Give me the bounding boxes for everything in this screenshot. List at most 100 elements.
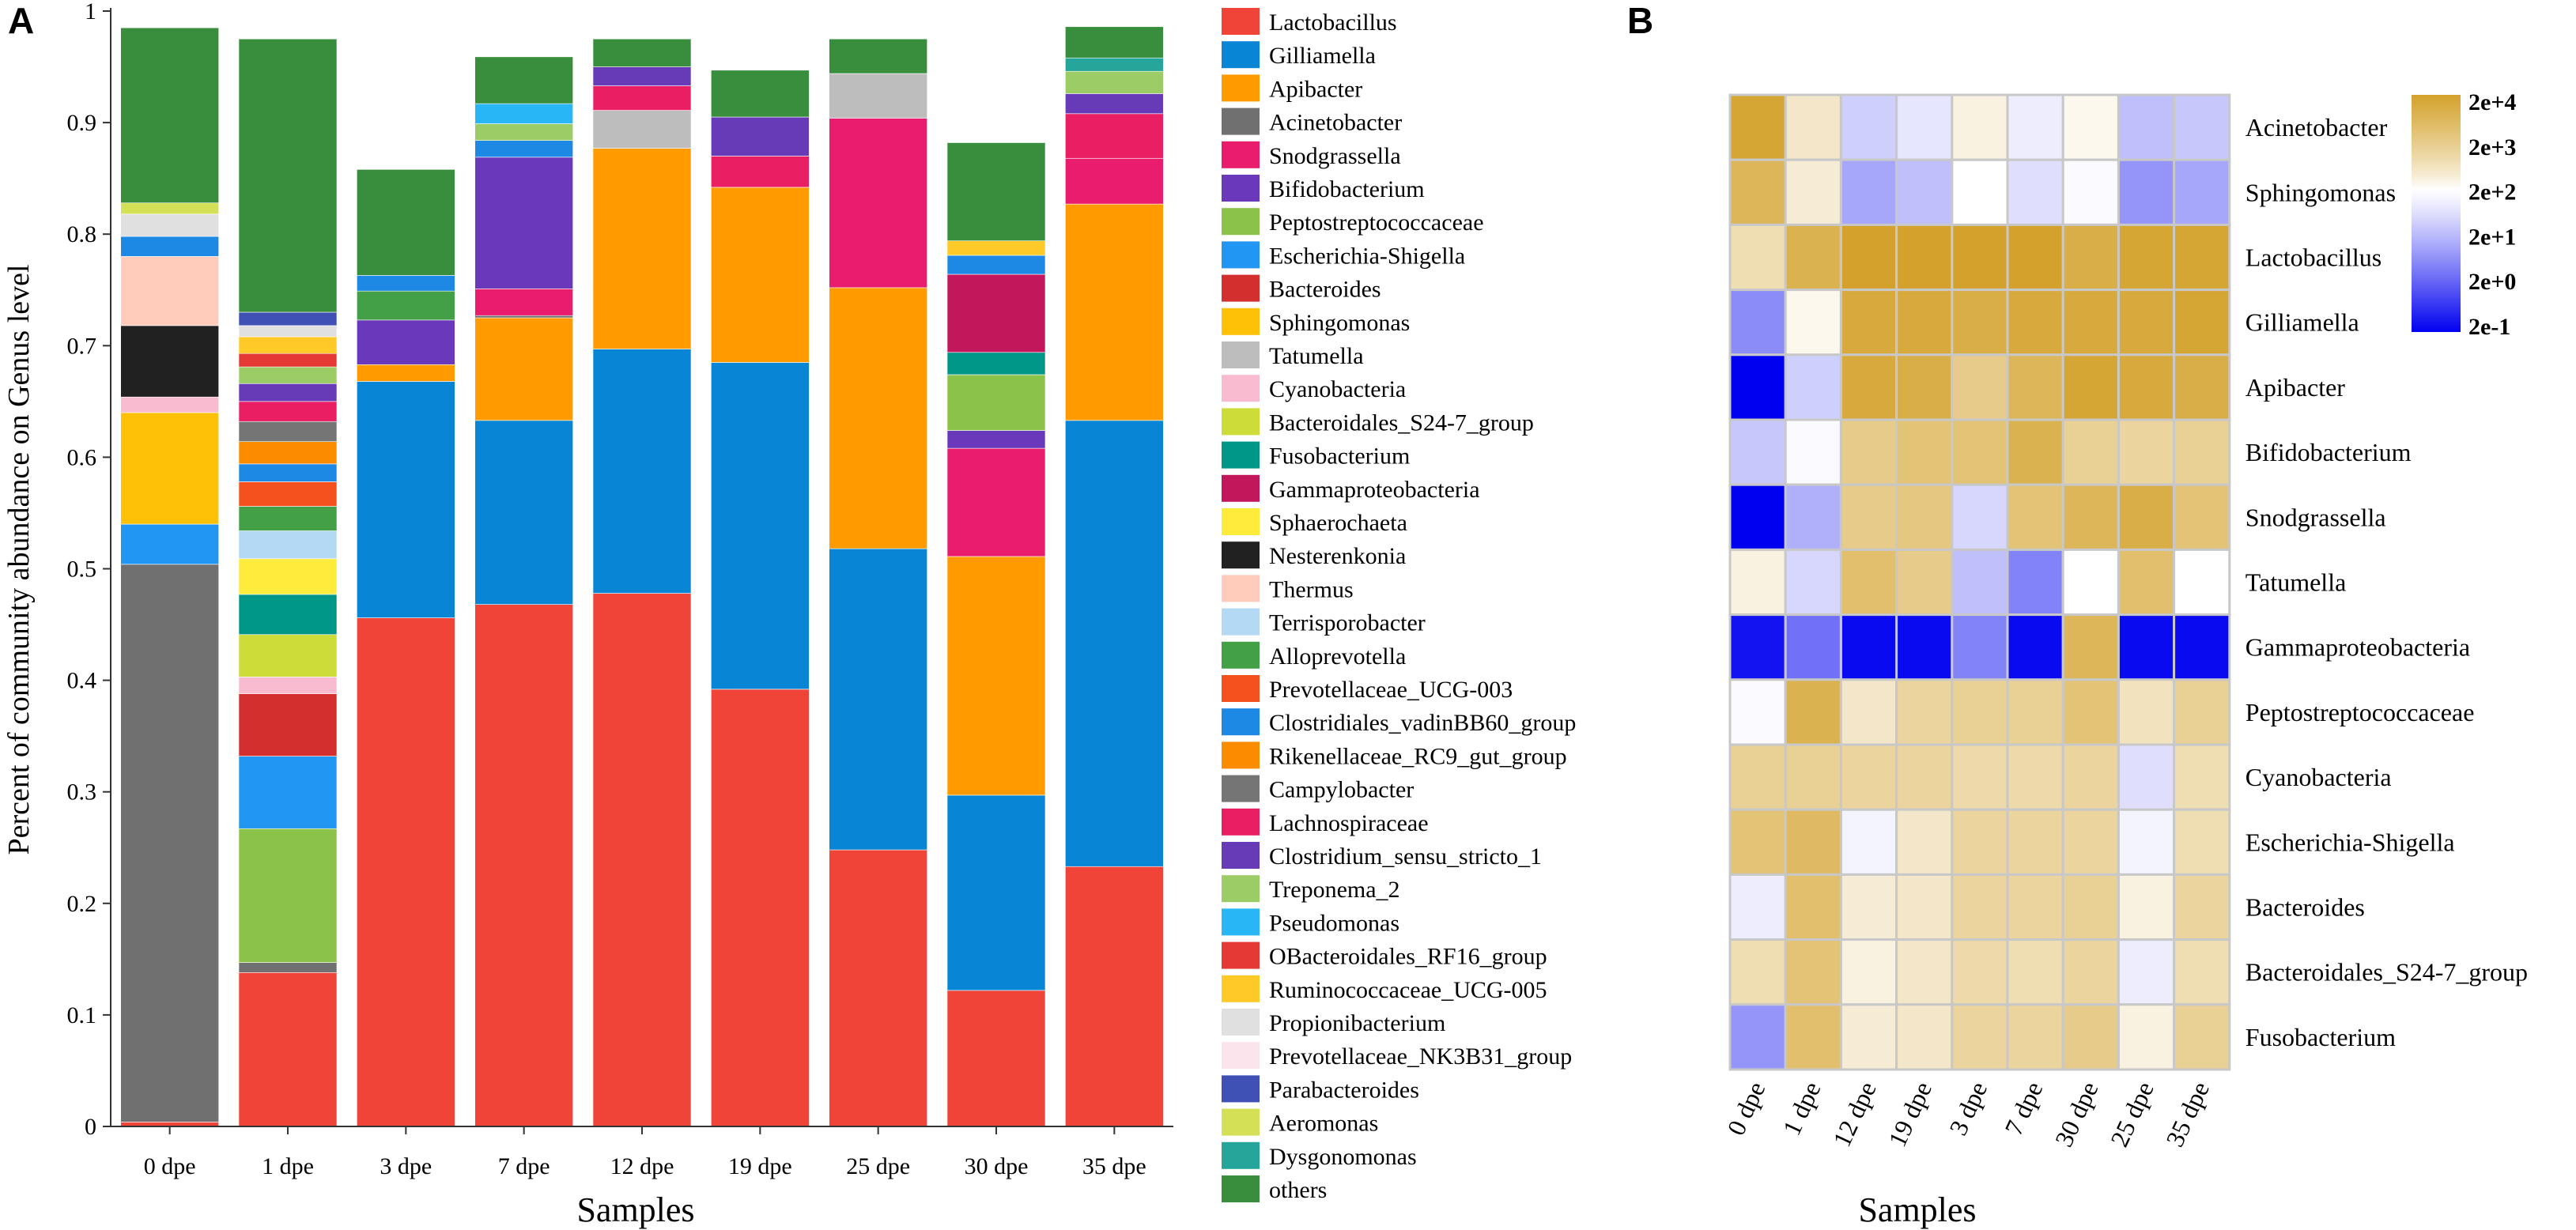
heatmap-row-label: Snodgrassella bbox=[2246, 503, 2386, 531]
bar-segment-bifidobacterium-3-dpe bbox=[357, 319, 455, 365]
bar-segment-pseudomonas-7-dpe bbox=[474, 103, 573, 124]
bar-segment-others-35-dpe bbox=[1065, 26, 1164, 58]
legend-label: Bacteroidales_S24-7_group bbox=[1269, 409, 1534, 436]
bar-segment-lactobacillus-30-dpe bbox=[946, 990, 1046, 1127]
heatmap-x-axis-label: Samples bbox=[1858, 1190, 1976, 1229]
heatmap-cells bbox=[1728, 93, 2231, 1071]
heatmap-cell-snodgrassella-0-dpe bbox=[1728, 483, 1787, 551]
bar-segment-lactobacillus-7-dpe bbox=[474, 604, 573, 1127]
bar-segment-apibacter-30-dpe bbox=[946, 556, 1046, 796]
heatmap-cell-gammaproteobacteria-12-dpe bbox=[1839, 613, 1898, 681]
legend-label: Prevotellaceae_UCG-003 bbox=[1269, 677, 1513, 703]
legend-swatch bbox=[1222, 708, 1260, 736]
bar-segment-snodgrassella-30-dpe bbox=[946, 447, 1046, 557]
bar-segment-cyanobacteria-1-dpe bbox=[238, 677, 338, 694]
bar-stacks bbox=[120, 26, 1164, 1127]
heatmap-cell-gammaproteobacteria-30-dpe bbox=[2061, 613, 2120, 681]
colorbar-label: 2e+2 bbox=[2468, 179, 2516, 206]
bar-segment-clostridiales-vadinbb60-group-7-dpe bbox=[474, 140, 573, 158]
bar-segment-apibacter-3-dpe bbox=[357, 364, 455, 382]
heatmap-cell-bacteroides-0-dpe bbox=[1728, 873, 1787, 941]
heatmap-cell-bacteroidales-s24-7-group-19-dpe bbox=[1895, 938, 1954, 1006]
heatmap-cell-tatumella-7-dpe bbox=[2006, 548, 2064, 617]
heatmap-cell-fusobacterium-1-dpe bbox=[1784, 1003, 1842, 1071]
heatmap-cell-escherichia-shigella-1-dpe bbox=[1784, 808, 1842, 876]
heatmap-cell-snodgrassella-12-dpe bbox=[1839, 483, 1898, 551]
legend-swatch bbox=[1222, 208, 1260, 236]
bar-segment-others-12-dpe bbox=[592, 38, 692, 67]
panel-b-label: B bbox=[1627, 0, 1653, 41]
y-tick-label: 1 bbox=[85, 0, 96, 25]
heatmap-cell-escherichia-shigella-12-dpe bbox=[1839, 808, 1898, 876]
heatmap-cell-bacteroidales-s24-7-group-25-dpe bbox=[2117, 938, 2176, 1006]
heatmap-cell-apibacter-0-dpe bbox=[1728, 353, 1787, 421]
heatmap-cell-lactobacillus-19-dpe bbox=[1895, 223, 1954, 292]
heatmap-cell-lactobacillus-1-dpe bbox=[1784, 223, 1842, 292]
legend-swatch bbox=[1222, 375, 1260, 402]
heatmap-cell-acinetobacter-3-dpe bbox=[1951, 93, 2009, 161]
heatmap-cell-sphingomonas-0-dpe bbox=[1728, 158, 1787, 226]
heatmap-cell-apibacter-25-dpe bbox=[2117, 353, 2176, 421]
heatmap-cell-gammaproteobacteria-1-dpe bbox=[1784, 613, 1842, 681]
legend-swatch bbox=[1222, 541, 1260, 569]
bar-segment-gilliamella-19-dpe bbox=[711, 362, 810, 690]
x-tick-label: 7 dpe bbox=[498, 1153, 550, 1179]
legend-label: Acinetobacter bbox=[1269, 110, 1402, 136]
legend-swatch bbox=[1222, 842, 1260, 869]
bar-segment-obacteroidales-rf16-group-1-dpe bbox=[238, 353, 338, 368]
heatmap-cell-tatumella-35-dpe bbox=[2173, 548, 2231, 617]
bar-segment-gilliamella-35-dpe bbox=[1065, 420, 1164, 867]
x-tick-label: 12 dpe bbox=[610, 1153, 674, 1179]
legend-label: Bacteroides bbox=[1269, 277, 1381, 303]
heatmap-cell-gammaproteobacteria-25-dpe bbox=[2117, 613, 2176, 681]
heatmap-cell-peptostreptococcaceae-3-dpe bbox=[1951, 678, 2009, 746]
y-tick-label: 0.9 bbox=[67, 110, 97, 136]
legend-swatch bbox=[1222, 274, 1260, 302]
panel-a-label: A bbox=[8, 0, 34, 41]
y-tick-label: 0.1 bbox=[67, 1002, 97, 1028]
legend-swatch bbox=[1222, 808, 1260, 836]
bar-segment-peptostreptococcaceae-30-dpe bbox=[946, 374, 1046, 431]
heatmap-row-label: Peptostreptococcaceae bbox=[2246, 698, 2475, 726]
heatmap-cell-cyanobacteria-30-dpe bbox=[2061, 743, 2120, 811]
bar-segment-others-7-dpe bbox=[474, 56, 573, 104]
heatmap-cell-acinetobacter-1-dpe bbox=[1784, 93, 1842, 161]
legend-swatch bbox=[1222, 141, 1260, 168]
legend-swatch bbox=[1222, 408, 1260, 436]
heatmap-cell-sphingomonas-30-dpe bbox=[2061, 158, 2120, 226]
heatmap-cell-bifidobacterium-7-dpe bbox=[2006, 418, 2064, 486]
y-tick-label: 0.5 bbox=[67, 557, 97, 583]
heatmap-cell-peptostreptococcaceae-12-dpe bbox=[1839, 678, 1898, 746]
heatmap-cell-bifidobacterium-25-dpe bbox=[2117, 418, 2176, 486]
bar-segment-gilliamella-12-dpe bbox=[592, 349, 692, 594]
heatmap-cell-lactobacillus-25-dpe bbox=[2117, 223, 2176, 292]
heatmap-cell-bifidobacterium-30-dpe bbox=[2061, 418, 2120, 486]
heatmap-cell-escherichia-shigella-0-dpe bbox=[1728, 808, 1787, 876]
x-tick-label: 0 dpe bbox=[144, 1153, 196, 1179]
heatmap-row-labels: Acinetobacter Sphingomonas Lactobacillus Gi… bbox=[2246, 113, 2528, 1051]
bar-segment-ruminococcaceae-ucg-005-30-dpe bbox=[946, 240, 1046, 256]
y-tick-label: 0.4 bbox=[67, 668, 97, 694]
heatmap-cell-fusobacterium-35-dpe bbox=[2173, 1003, 2231, 1071]
colorbar-label: 2e-1 bbox=[2468, 314, 2510, 340]
heatmap-chart: Acinetobacter Sphingomonas Lactobacillus Gi… bbox=[1721, 89, 2528, 1229]
heatmap-cell-bacteroides-30-dpe bbox=[2061, 873, 2120, 941]
heatmap-cell-cyanobacteria-25-dpe bbox=[2117, 743, 2176, 811]
legend-swatch bbox=[1222, 741, 1260, 769]
heatmap-cell-escherichia-shigella-25-dpe bbox=[2117, 808, 2176, 876]
legend-label: Bifidobacterium bbox=[1269, 176, 1425, 202]
stacked-bar-chart: 0 dpe 1 dpe 3 dpe 7 dpe 12 dpe 19 dpe 25 dpe 30… bbox=[2, 0, 1576, 1229]
legend-label: Gammaproteobacteria bbox=[1269, 477, 1480, 503]
bar-segment-bacteroides-1-dpe bbox=[238, 693, 338, 756]
bar-chart-y-axis-label: Percent of community abundance on Genus … bbox=[2, 264, 36, 855]
legend-label: Sphingomonas bbox=[1269, 310, 1410, 336]
heatmap-cell-peptostreptococcaceae-19-dpe bbox=[1895, 678, 1954, 746]
bar-segment-snodgrassella-35-dpe bbox=[1065, 157, 1164, 205]
heatmap-cell-bifidobacterium-35-dpe bbox=[2173, 418, 2231, 486]
bar-segment-tatumella-25-dpe bbox=[829, 73, 927, 119]
bar-segment-bifidobacterium-7-dpe bbox=[474, 157, 573, 289]
heatmap-row-label: Escherichia-Shigella bbox=[2246, 828, 2455, 856]
heatmap-cell-bacteroidales-s24-7-group-12-dpe bbox=[1839, 938, 1898, 1006]
heatmap-cell-gilliamella-25-dpe bbox=[2117, 289, 2176, 357]
heatmap-cell-fusobacterium-7-dpe bbox=[2006, 1003, 2064, 1071]
